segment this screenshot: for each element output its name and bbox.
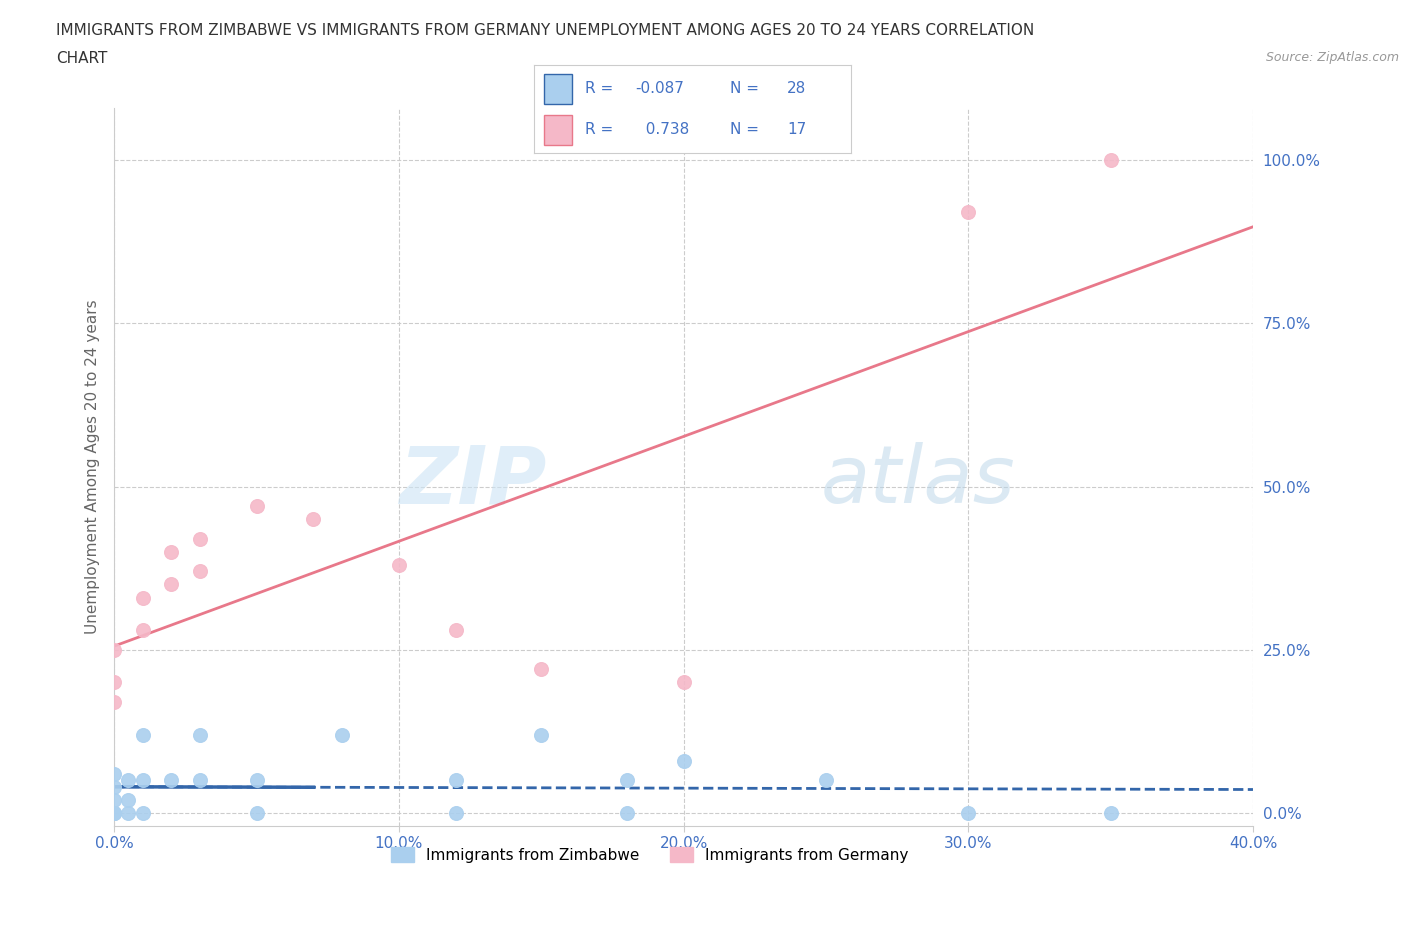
Point	[444, 623, 467, 638]
Point	[814, 773, 837, 788]
Text: ZIP: ZIP	[399, 443, 547, 521]
Point	[188, 531, 211, 546]
Point	[530, 727, 553, 742]
Text: 17: 17	[787, 122, 807, 137]
Point	[616, 773, 638, 788]
Point	[1099, 153, 1122, 167]
Point	[957, 805, 980, 820]
Y-axis label: Unemployment Among Ages 20 to 24 years: Unemployment Among Ages 20 to 24 years	[86, 299, 100, 634]
Point	[245, 805, 267, 820]
Point	[188, 773, 211, 788]
Point	[103, 805, 125, 820]
Point	[330, 727, 353, 742]
Point	[672, 675, 695, 690]
Point	[117, 773, 139, 788]
Text: -0.087: -0.087	[636, 82, 685, 97]
Point	[188, 564, 211, 578]
Point	[530, 662, 553, 677]
Point	[103, 805, 125, 820]
Text: IMMIGRANTS FROM ZIMBABWE VS IMMIGRANTS FROM GERMANY UNEMPLOYMENT AMONG AGES 20 T: IMMIGRANTS FROM ZIMBABWE VS IMMIGRANTS F…	[56, 23, 1035, 38]
Point	[103, 695, 125, 710]
Point	[160, 577, 183, 591]
Text: CHART: CHART	[56, 51, 108, 66]
Point	[302, 512, 325, 526]
Point	[103, 792, 125, 807]
Point	[188, 727, 211, 742]
FancyBboxPatch shape	[544, 74, 572, 104]
Point	[388, 557, 411, 572]
Point	[444, 773, 467, 788]
Text: atlas: atlas	[820, 443, 1015, 521]
Point	[160, 544, 183, 559]
Text: R =: R =	[585, 122, 613, 137]
Point	[131, 805, 153, 820]
Point	[672, 753, 695, 768]
Point	[117, 792, 139, 807]
Legend: Immigrants from Zimbabwe, Immigrants from Germany: Immigrants from Zimbabwe, Immigrants fro…	[384, 841, 914, 869]
Text: R =: R =	[585, 82, 613, 97]
Point	[131, 773, 153, 788]
Point	[131, 591, 153, 605]
Text: Source: ZipAtlas.com: Source: ZipAtlas.com	[1265, 51, 1399, 64]
Point	[117, 805, 139, 820]
Point	[444, 805, 467, 820]
Point	[103, 779, 125, 794]
Point	[245, 498, 267, 513]
Text: 28: 28	[787, 82, 807, 97]
Point	[103, 805, 125, 820]
Point	[131, 623, 153, 638]
Point	[103, 766, 125, 781]
Text: N =: N =	[731, 82, 759, 97]
Point	[103, 643, 125, 658]
Point	[160, 773, 183, 788]
Point	[616, 805, 638, 820]
Point	[957, 205, 980, 219]
Text: 0.738: 0.738	[636, 122, 689, 137]
Point	[131, 727, 153, 742]
Point	[245, 773, 267, 788]
Point	[1099, 805, 1122, 820]
Point	[103, 805, 125, 820]
Text: N =: N =	[731, 122, 759, 137]
FancyBboxPatch shape	[544, 114, 572, 145]
Point	[103, 675, 125, 690]
